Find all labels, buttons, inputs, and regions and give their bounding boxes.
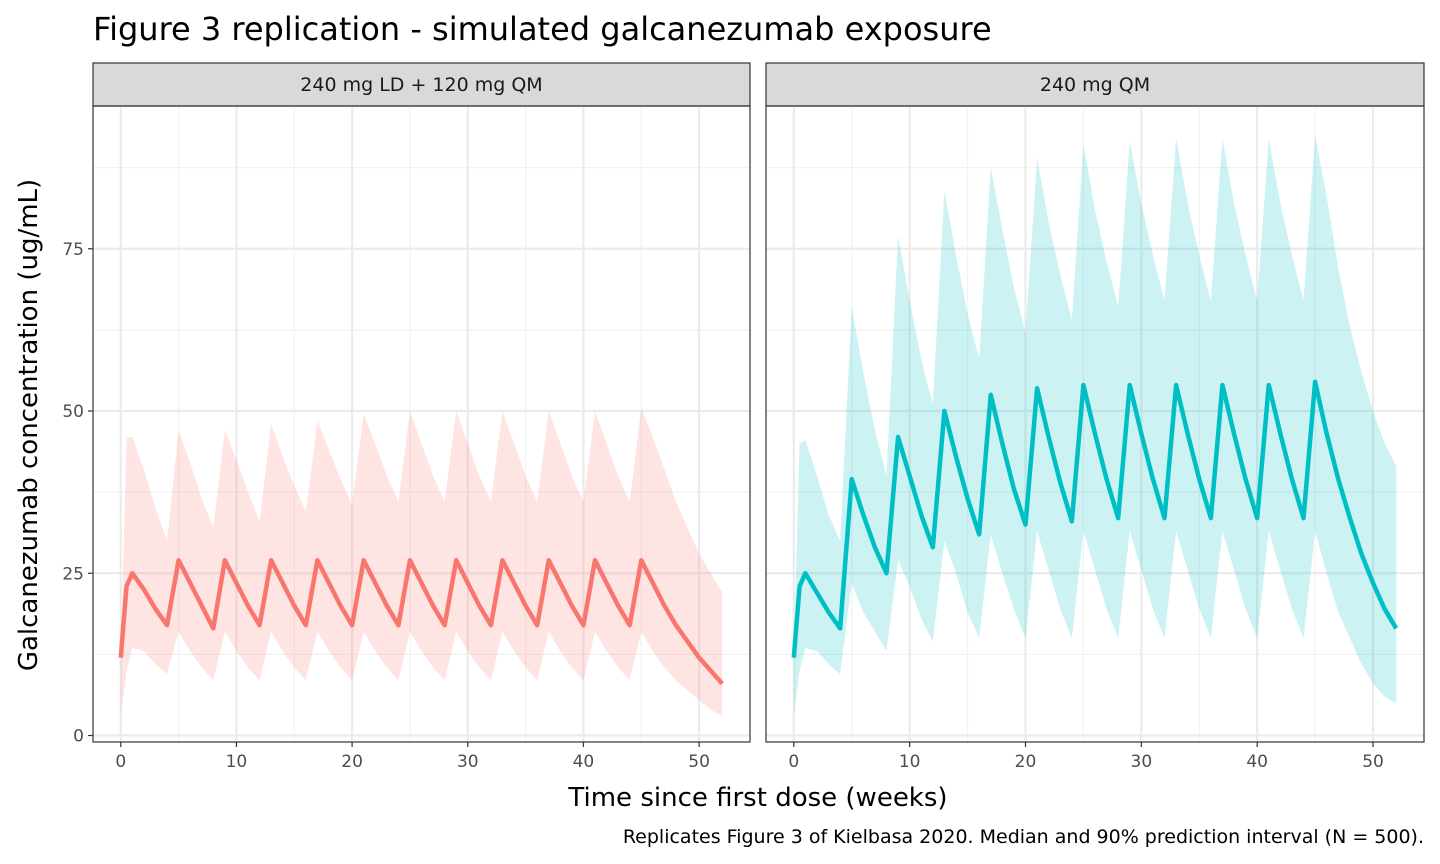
facet-strip (765, 62, 1425, 107)
chart-title: Figure 3 replication - simulated galcane… (93, 10, 992, 48)
x-tick-label: 20 (341, 752, 363, 772)
facet-label: 240 mg LD + 120 mg QM (300, 74, 542, 96)
x-tick-label: 30 (457, 752, 479, 772)
facet-label: 240 mg QM (1040, 74, 1150, 96)
median-line (791, 379, 1399, 658)
facet-strip (92, 62, 751, 107)
x-tick-label: 50 (688, 752, 710, 772)
y-axis-title: Galcanezumab concentration (ug/mL) (14, 179, 44, 671)
x-tick-label: 50 (1362, 752, 1384, 772)
panel-1: 240 mg QM 0 10 20 30 40 50 (765, 62, 1425, 772)
y-tick-label: 50 (62, 402, 84, 422)
prediction-interval-ribbon (120, 407, 723, 717)
median-line (118, 558, 724, 686)
panel-0: 240 mg LD + 120 mg QM 0 10 20 30 40 50 0 25 50 75 (62, 62, 751, 772)
x-tick-label: 40 (573, 752, 595, 772)
y-tick-label: 0 (73, 727, 84, 747)
x-tick-label: 20 (1015, 752, 1037, 772)
panel-border (765, 105, 1425, 743)
x-tick-label: 40 (1246, 752, 1268, 772)
y-tick-label: 25 (62, 564, 84, 584)
x-tick-label: 30 (1131, 752, 1153, 772)
x-tick-label: 10 (226, 752, 248, 772)
y-tick-label: 75 (62, 240, 84, 260)
x-axis-title: Time since first dose (weeks) (567, 783, 947, 813)
x-tick-label: 0 (115, 752, 126, 772)
caption: Replicates Figure 3 of Kielbasa 2020. Me… (623, 826, 1424, 848)
panel-border (92, 105, 751, 743)
x-tick-label: 10 (899, 752, 921, 772)
x-tick-label: 0 (788, 752, 799, 772)
